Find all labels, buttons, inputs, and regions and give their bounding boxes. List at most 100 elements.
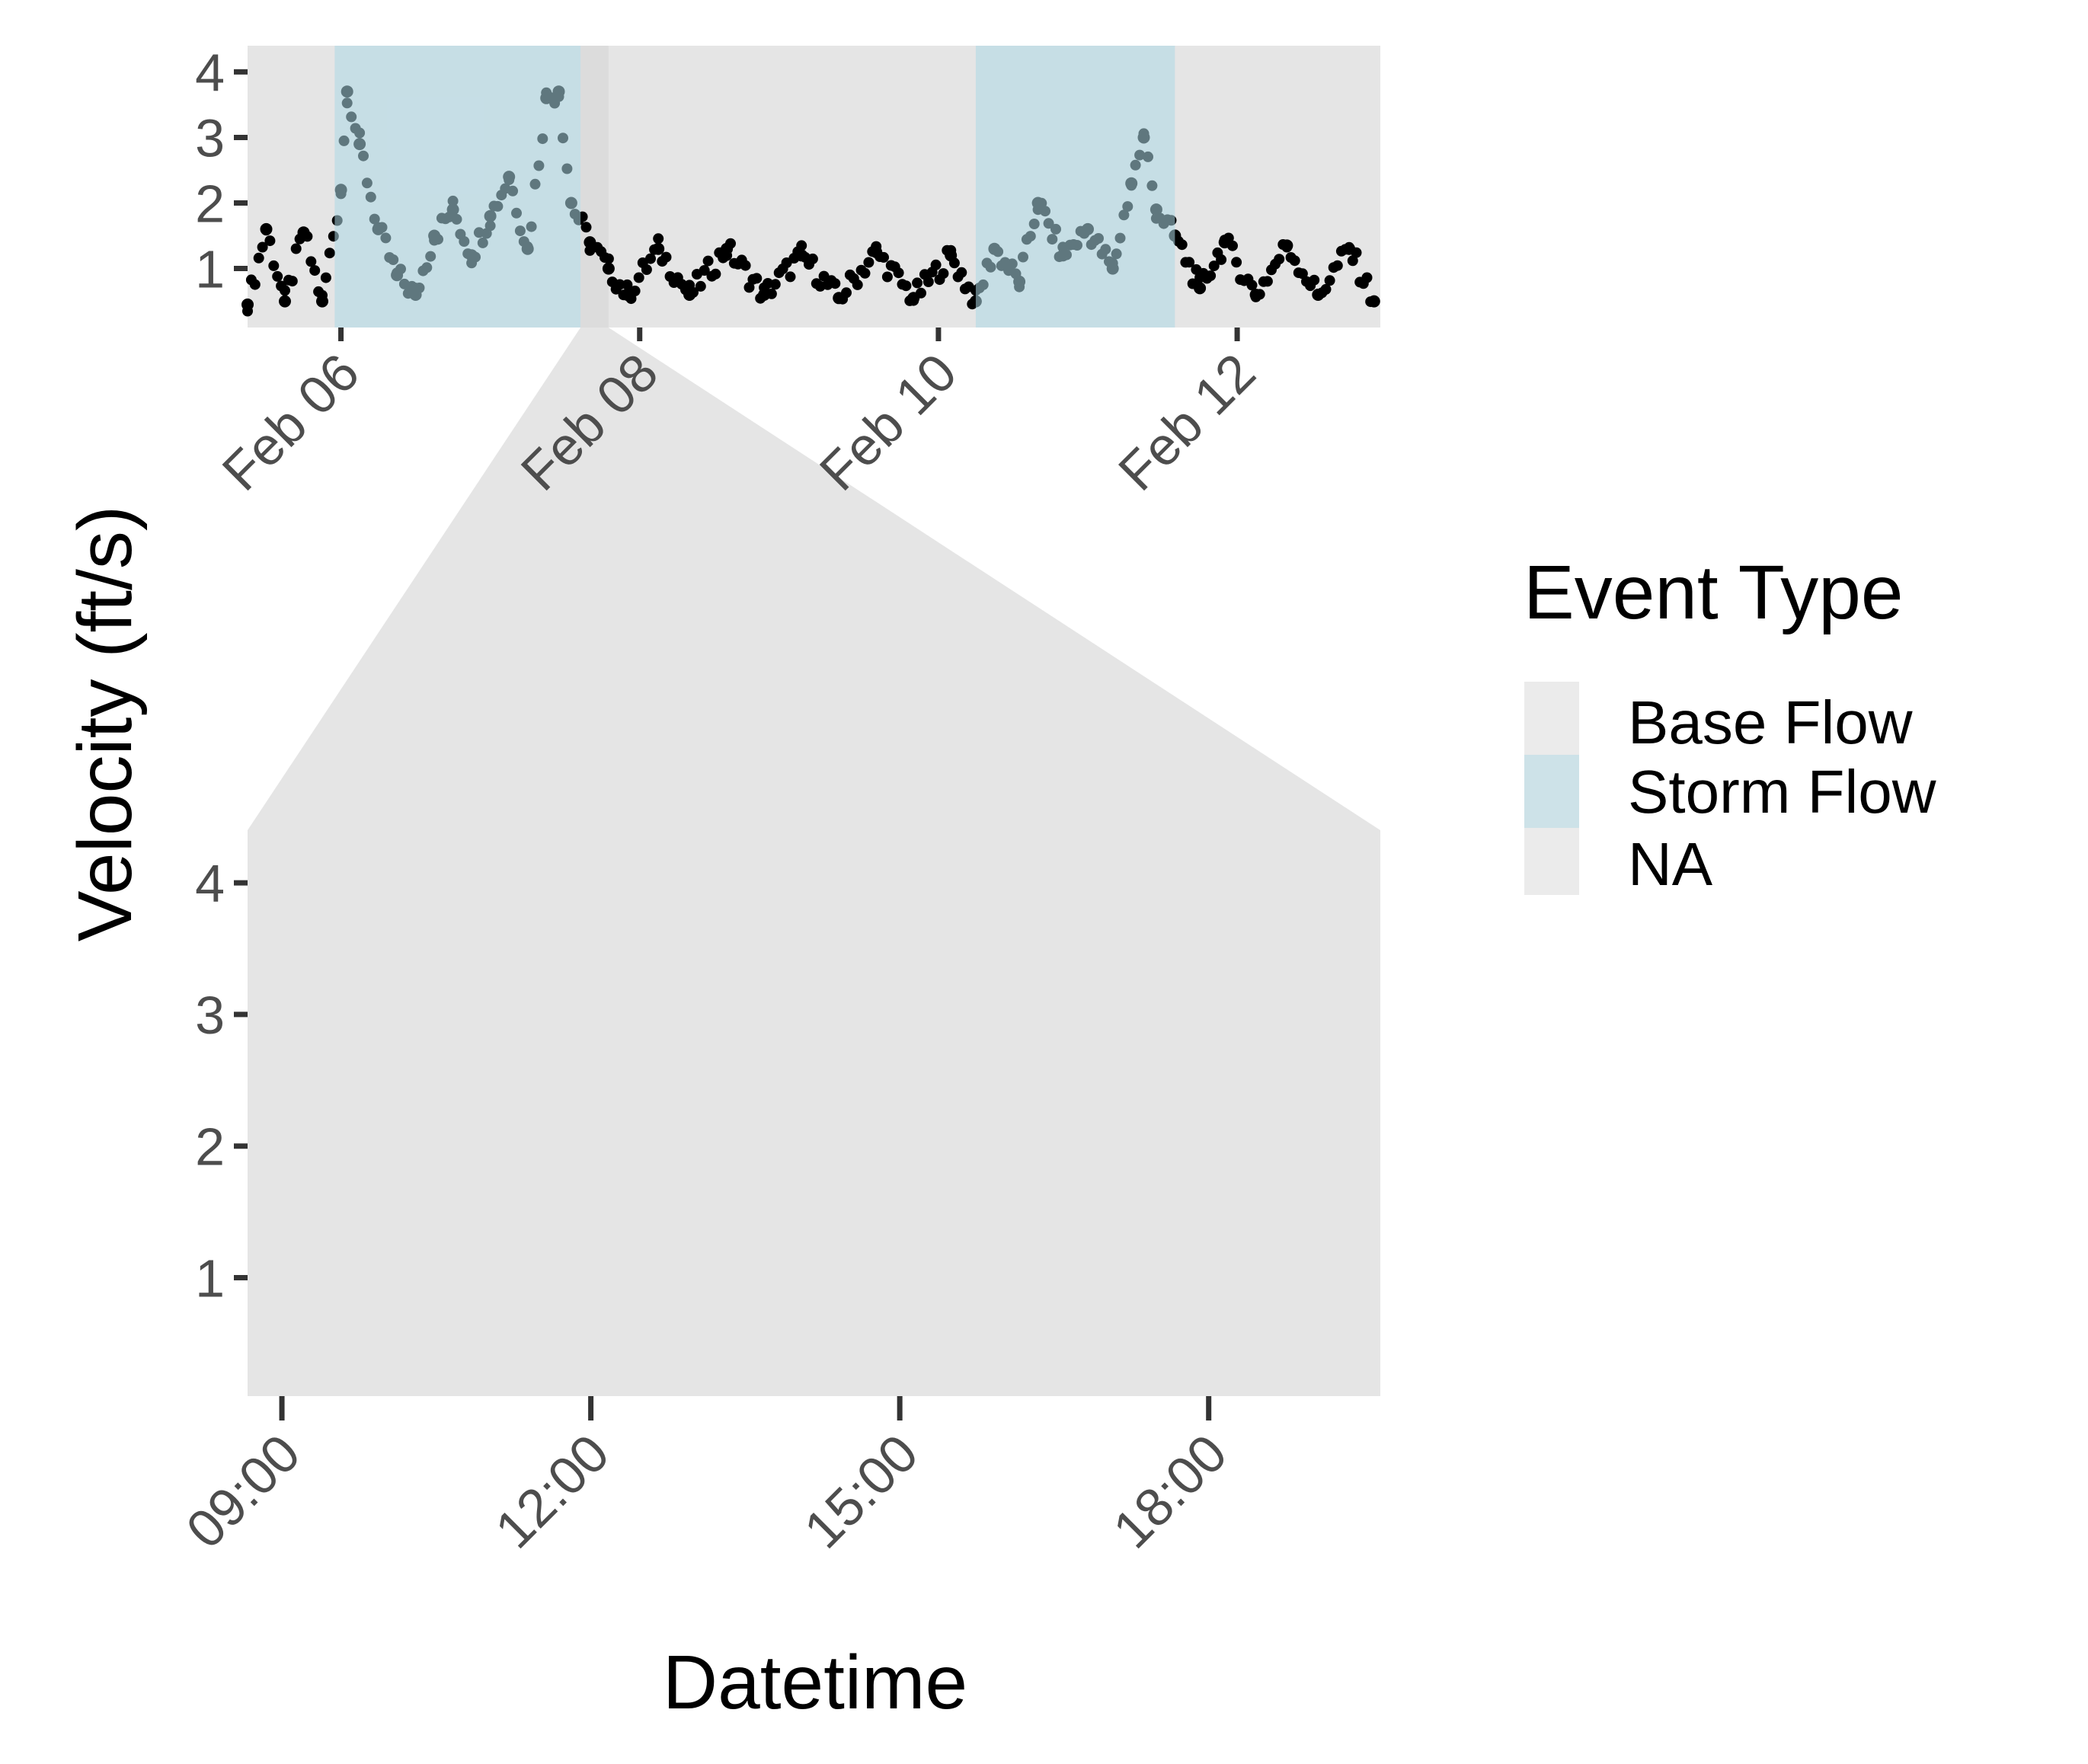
- data-point: [309, 265, 321, 276]
- data-point: [930, 259, 942, 270]
- data-point: [297, 226, 310, 239]
- data-point: [893, 267, 904, 279]
- data-point: [938, 268, 949, 280]
- data-point: [257, 241, 268, 253]
- data-point: [900, 280, 912, 292]
- data-point: [1347, 255, 1358, 267]
- data-point: [584, 236, 596, 249]
- data-point: [320, 272, 331, 283]
- data-point: [1332, 260, 1343, 271]
- data-point: [614, 279, 625, 290]
- data-point: [1216, 254, 1227, 265]
- data-point: [863, 257, 875, 268]
- data-point: [702, 255, 714, 267]
- data-point: [1274, 254, 1285, 265]
- data-point: [280, 285, 290, 296]
- data-point: [695, 280, 706, 292]
- data-point: [796, 240, 807, 251]
- data-point: [881, 271, 893, 283]
- data-point: [316, 295, 328, 308]
- data-point: [1309, 274, 1320, 286]
- data-point: [633, 272, 644, 283]
- data-point: [641, 264, 652, 275]
- data-point: [956, 267, 967, 278]
- legend-label-base-flow: Base Flow: [1628, 689, 1913, 756]
- band-base-flow: [1175, 46, 1380, 328]
- x-tick-label: 09:00: [175, 1423, 312, 1559]
- data-point: [1312, 289, 1325, 301]
- data-point: [1208, 260, 1220, 272]
- data-point: [1324, 275, 1335, 286]
- y-tick-label: 4: [195, 854, 225, 913]
- data-point: [603, 253, 614, 264]
- legend-label-na: NA: [1628, 830, 1713, 898]
- y-tick-label: 1: [195, 240, 225, 299]
- zoomed-panel-background: [248, 830, 1380, 1396]
- data-point: [1218, 236, 1231, 249]
- data-point: [260, 222, 273, 235]
- data-point: [870, 246, 883, 258]
- legend-label-storm-flow: Storm Flow: [1628, 758, 1936, 826]
- y-tick-label: 2: [195, 1117, 225, 1177]
- data-point: [249, 279, 261, 290]
- data-point: [1205, 270, 1217, 281]
- data-point: [830, 278, 841, 289]
- legend: Event Type Base Flow Storm Flow NA: [1524, 550, 1936, 898]
- data-point: [241, 298, 254, 311]
- data-point: [264, 235, 276, 247]
- data-point: [652, 242, 665, 255]
- x-tick-label: Feb 10: [808, 342, 967, 501]
- data-point: [751, 273, 763, 284]
- x-tick-label: 15:00: [793, 1423, 929, 1559]
- legend-key-base-flow: [1524, 682, 1579, 755]
- data-point: [743, 282, 755, 293]
- data-point: [324, 248, 335, 259]
- data-point: [1289, 255, 1300, 267]
- data-point: [1261, 276, 1273, 287]
- data-point: [1361, 272, 1373, 283]
- data-point: [286, 276, 298, 287]
- data-point: [653, 233, 664, 244]
- data-point: [1184, 257, 1195, 268]
- data-point: [859, 267, 871, 279]
- y-tick-label: 3: [195, 108, 225, 168]
- data-point: [602, 262, 615, 275]
- y-axis-title: Velocity (ft/s): [62, 506, 148, 941]
- data-point: [622, 279, 633, 290]
- data-point: [272, 270, 283, 282]
- legend-key-storm-flow: [1524, 755, 1579, 828]
- data-point: [621, 289, 634, 301]
- data-point: [912, 277, 923, 289]
- y-tick-label: 3: [195, 986, 225, 1045]
- data-point: [922, 276, 934, 287]
- y-tick-label: 2: [195, 174, 225, 234]
- data-point: [710, 268, 721, 280]
- data-point: [721, 242, 734, 255]
- x-tick-label: Feb 12: [1107, 342, 1266, 501]
- data-point: [1367, 295, 1380, 308]
- data-point: [1194, 282, 1207, 295]
- x-axis-title: Datetime: [663, 1640, 967, 1725]
- y-tick-label: 4: [195, 43, 225, 102]
- data-point: [1231, 257, 1242, 268]
- data-point: [833, 292, 846, 305]
- band-storm-flow: [334, 46, 581, 328]
- data-point: [699, 265, 710, 276]
- data-point: [580, 222, 592, 233]
- x-tick-label: Feb 06: [211, 342, 370, 501]
- data-point: [807, 253, 818, 264]
- data-point: [785, 271, 796, 283]
- band-na: [580, 46, 609, 328]
- data-point: [645, 253, 656, 264]
- data-point: [683, 289, 696, 301]
- overview-y-axis: 1 23 4: [195, 43, 248, 299]
- data-point: [1249, 289, 1262, 301]
- data-point: [945, 249, 958, 262]
- data-point: [852, 279, 863, 290]
- data-point: [907, 292, 920, 305]
- data-point: [758, 289, 771, 301]
- data-point: [1343, 242, 1356, 255]
- zoomed-panel: 1 2 3 4 09:00 12:00 15:00 18:00: [175, 830, 1380, 1559]
- zoom-connector: [248, 328, 1380, 830]
